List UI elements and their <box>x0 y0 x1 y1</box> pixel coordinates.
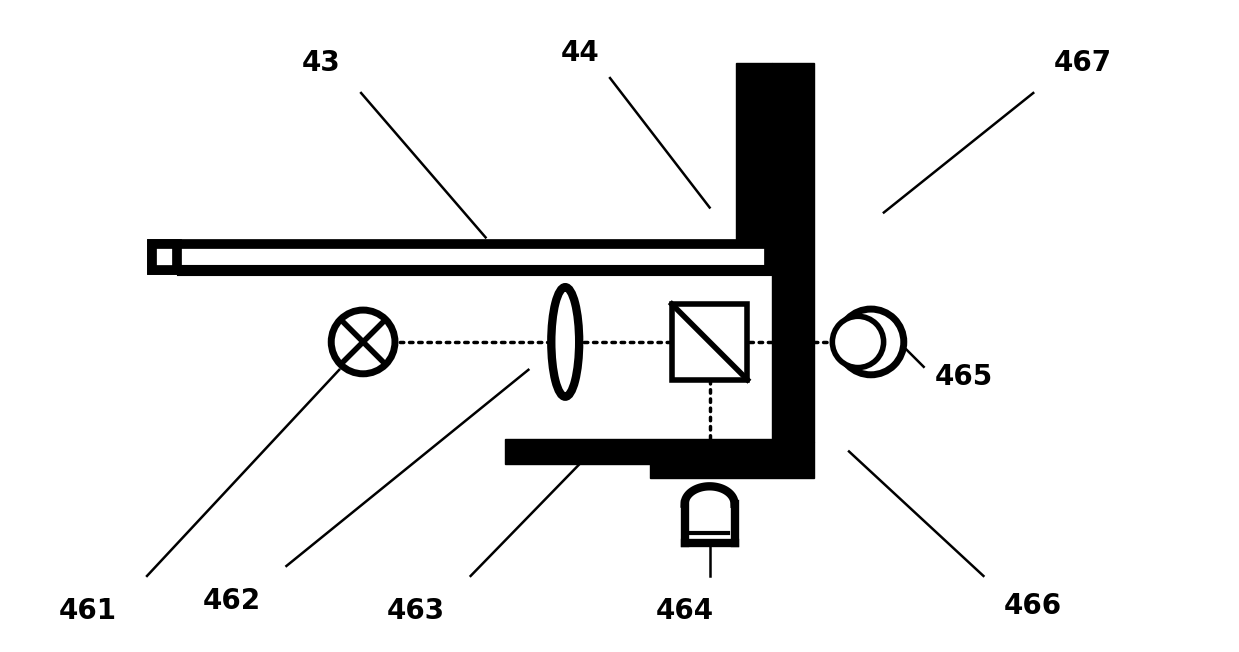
Polygon shape <box>152 244 769 270</box>
Polygon shape <box>506 439 772 464</box>
Circle shape <box>838 309 903 375</box>
Text: 463: 463 <box>387 597 445 625</box>
Text: 461: 461 <box>58 597 116 625</box>
Polygon shape <box>772 63 814 441</box>
Text: 462: 462 <box>203 587 260 615</box>
Text: 43: 43 <box>302 49 341 77</box>
Text: 44: 44 <box>561 39 600 67</box>
Text: 466: 466 <box>1004 592 1062 620</box>
Text: 467: 467 <box>1054 49 1113 77</box>
Text: 464: 464 <box>655 597 714 625</box>
Circle shape <box>833 316 883 368</box>
Polygon shape <box>672 304 747 379</box>
Ellipse shape <box>551 287 579 396</box>
Polygon shape <box>650 441 814 479</box>
Circle shape <box>331 310 395 374</box>
Polygon shape <box>736 63 772 245</box>
Polygon shape <box>152 244 177 270</box>
Text: 465: 465 <box>934 363 992 391</box>
